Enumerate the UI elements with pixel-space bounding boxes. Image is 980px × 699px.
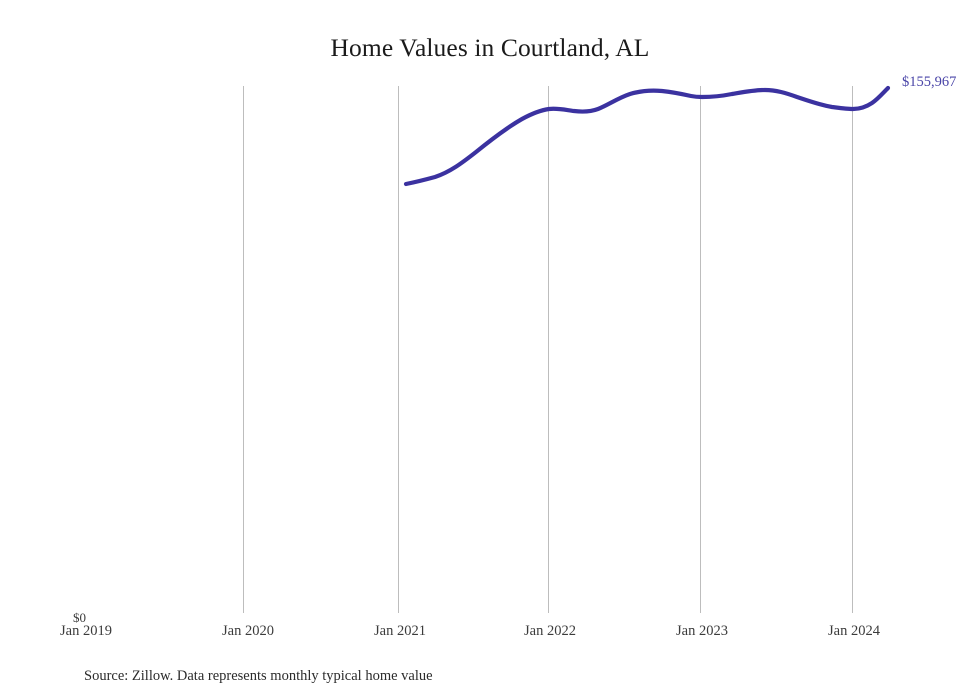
chart-title: Home Values in Courtland, AL [330,33,650,62]
x-gridlines [243,86,853,613]
series-line-typical-home-value [403,85,891,187]
endpoint-value-label: $155,967 [902,74,957,90]
source-note: Source: Zillow. Data represents monthly … [84,668,433,684]
x-tick-label-jan-2023: Jan 2023 [676,623,728,639]
x-tick-label-jan-2024: Jan 2024 [828,623,880,639]
x-tick-label-jan-2019: Jan 2019 [60,623,112,639]
x-tick-label-jan-2022: Jan 2022 [524,623,576,639]
y-axis-zero-label: $0 [73,610,86,625]
x-tick-label-jan-2021: Jan 2021 [374,623,426,639]
x-tick-label-jan-2020: Jan 2020 [222,623,274,639]
